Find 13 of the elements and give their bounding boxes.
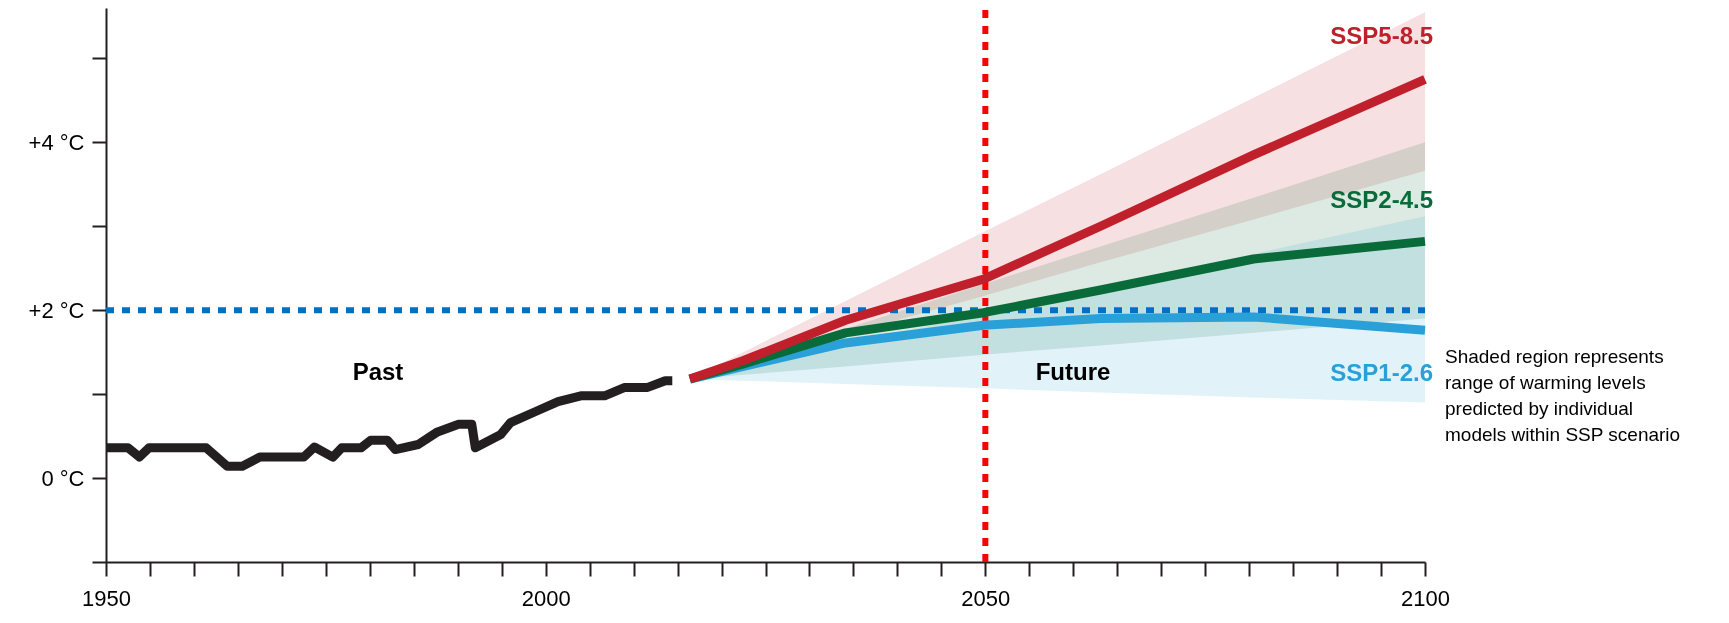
x-tick-label: 2000 — [521, 585, 571, 611]
series-label: SSP5-8.5 — [1330, 22, 1433, 50]
y-tick-label: +2 °C — [28, 297, 85, 323]
x-tick-label: 1950 — [82, 585, 131, 611]
x-tick-label: 2050 — [961, 585, 1011, 611]
y-tick-label: 0 °C — [41, 465, 85, 491]
series-label: SSP2-4.5 — [1330, 186, 1433, 214]
x-tick-label: 2100 — [1401, 585, 1450, 611]
series-label: SSP1-2.6 — [1330, 359, 1433, 387]
y-tick-label: +4 °C — [28, 129, 85, 155]
annotation: Future — [1035, 358, 1111, 385]
annotation: Past — [352, 358, 404, 385]
text: Shaded region represents range of warming levels predicted by individual models within SSP scenario — [1445, 346, 1681, 445]
